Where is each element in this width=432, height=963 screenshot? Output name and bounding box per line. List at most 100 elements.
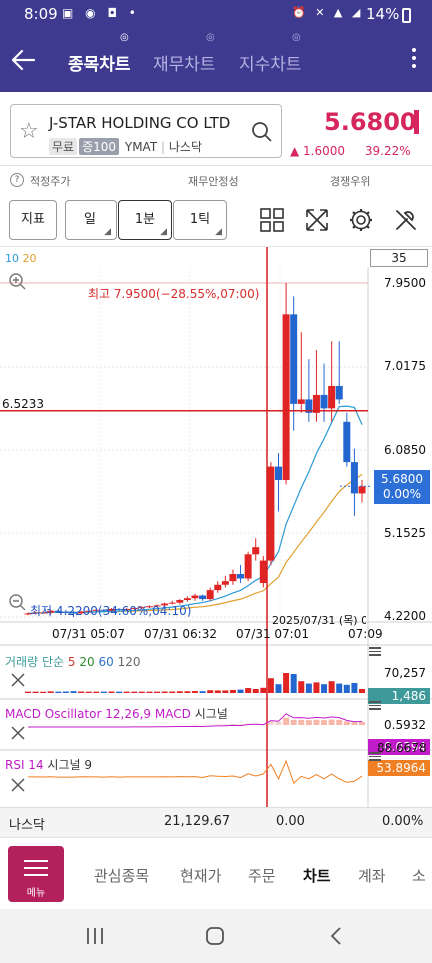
tab-index-chart[interactable]: ◎ 지수차트 xyxy=(239,32,302,75)
zoom-in-icon[interactable] xyxy=(8,272,28,292)
volume-bar xyxy=(283,673,290,693)
favorite-star-icon[interactable]: ☆ xyxy=(19,119,39,144)
volume-bar xyxy=(275,684,282,693)
settings-gear-icon[interactable] xyxy=(348,207,374,233)
recent-apps-icon[interactable] xyxy=(84,925,106,947)
tools-icon[interactable] xyxy=(393,207,419,233)
tab-finance-chart[interactable]: ◎ 재무차트 xyxy=(153,32,216,75)
macd-bar xyxy=(321,720,328,725)
nav-more[interactable]: 소 xyxy=(412,867,426,885)
volume-bar xyxy=(305,683,312,693)
rsi-menu-icon[interactable] xyxy=(369,752,381,764)
volume-bar xyxy=(85,691,92,693)
macd-bar xyxy=(290,719,297,725)
candle-body xyxy=(335,385,343,400)
rsi-close-icon[interactable] xyxy=(10,777,26,793)
stock-ticker: YMAT xyxy=(124,140,158,154)
day-button[interactable]: 일 ◢ xyxy=(65,200,117,240)
macd-bar xyxy=(214,724,221,725)
macd-bar xyxy=(275,721,282,725)
volume-ma-label: 단순 xyxy=(41,655,65,669)
volume-bar xyxy=(313,682,320,693)
zoom-out-icon[interactable] xyxy=(8,593,28,613)
info-tab-advantage[interactable]: 경쟁우위 xyxy=(330,175,371,188)
battery-icon xyxy=(402,8,411,23)
tick-button[interactable]: 1틱 ◢ xyxy=(173,200,227,240)
macd-bar xyxy=(222,724,229,725)
current-price: 5.6800 xyxy=(324,108,417,136)
rsi-top-value: 88.6678 xyxy=(377,741,427,755)
macd-bar xyxy=(229,724,236,725)
minute-button-label: 1분 xyxy=(134,212,156,227)
volume-bar xyxy=(47,691,54,693)
macd-signal-label: 시그널 xyxy=(194,707,228,721)
back-nav-icon[interactable] xyxy=(326,925,348,947)
back-arrow-icon[interactable] xyxy=(8,44,40,76)
info-tab-fair-price[interactable]: 적정주가 xyxy=(30,175,71,188)
main-menu-button[interactable]: 메뉴 xyxy=(8,846,64,902)
chart-area[interactable]: 10 20 35 7.9500 7.0175 6.0850 5.1525 4.2… xyxy=(0,247,432,807)
search-icon[interactable] xyxy=(251,121,273,143)
volume-bar xyxy=(222,690,229,693)
nav-chart[interactable]: 차트 xyxy=(303,867,331,885)
tick-button-label: 1틱 xyxy=(189,212,211,227)
stock-name: J-STAR HOLDING CO LTD xyxy=(49,114,231,132)
candle-body xyxy=(358,486,366,494)
period-count-box[interactable]: 35 xyxy=(370,249,428,267)
candle-body xyxy=(221,581,229,585)
indicator-button[interactable]: 지표 xyxy=(9,200,57,240)
volume-close-icon[interactable] xyxy=(10,672,26,688)
volume-title: 거래량 xyxy=(5,655,39,669)
candle-body xyxy=(39,612,47,614)
macd-close-icon[interactable] xyxy=(10,725,26,741)
tab-dot-icon: ◎ xyxy=(292,32,301,43)
home-icon[interactable] xyxy=(204,925,226,947)
candle-body xyxy=(123,608,131,610)
volume-bar xyxy=(199,691,206,693)
y-tick-1: 7.9500 xyxy=(384,276,426,290)
current-price-marker-value: 5.6800 xyxy=(381,472,423,486)
candlestick-chart[interactable] xyxy=(0,247,432,807)
volume-bar xyxy=(192,691,198,693)
volume-top-value: 70,257 xyxy=(384,666,426,680)
index-row[interactable]: 나스닥 21,129.67 0.00 0.00% xyxy=(0,807,432,837)
ma20-label: 20 xyxy=(22,252,37,265)
grid-layout-icon[interactable] xyxy=(259,207,285,233)
candle-body xyxy=(244,554,252,579)
dropdown-icon: ◢ xyxy=(215,227,222,237)
candle-body xyxy=(206,590,214,600)
help-icon[interactable]: ? xyxy=(10,173,24,187)
crosshair-price-label: 6.5233 xyxy=(2,397,44,411)
tag-margin: 증100 xyxy=(79,138,120,155)
volume-menu-icon[interactable] xyxy=(369,647,381,659)
status-time: 8:09 xyxy=(24,5,58,23)
tab-stock-chart[interactable]: ◎ 종목차트 xyxy=(68,32,131,75)
info-tab-stability[interactable]: 재무안정성 xyxy=(188,175,239,188)
volume-bar xyxy=(290,674,297,693)
minute-button[interactable]: 1분 ◢ xyxy=(118,200,172,240)
tab-stock-chart-label: 종목차트 xyxy=(68,55,131,75)
nav-quote[interactable]: 현재가 xyxy=(180,867,222,885)
y-tick-5: 4.2200 xyxy=(384,609,426,623)
nav-watchlist[interactable]: 관심종목 xyxy=(94,867,150,885)
macd-menu-icon[interactable] xyxy=(369,701,381,713)
tab-finance-chart-label: 재무차트 xyxy=(153,55,216,75)
fullscreen-icon[interactable] xyxy=(304,207,330,233)
nav-account[interactable]: 계좌 xyxy=(358,867,386,885)
volume-bar xyxy=(252,689,259,693)
volume-bar xyxy=(207,690,214,693)
candle-body xyxy=(259,560,267,583)
stock-search-box[interactable]: ☆ J-STAR HOLDING CO LTD 무료 증100 YMAT | 나스… xyxy=(10,104,282,158)
y-tick-2: 7.0175 xyxy=(384,359,426,373)
candle-body xyxy=(214,584,222,591)
nav-order[interactable]: 주문 xyxy=(248,867,276,885)
rsi-current-value: 53.8964 xyxy=(368,760,430,776)
candle-body xyxy=(297,399,305,404)
volume-bar xyxy=(321,684,328,693)
ma20-line xyxy=(27,473,363,615)
more-menu-icon[interactable] xyxy=(404,44,424,76)
volume-bar xyxy=(245,688,252,693)
volume-bar xyxy=(40,691,47,693)
macd-bar xyxy=(313,719,320,725)
candle-body xyxy=(32,612,40,614)
